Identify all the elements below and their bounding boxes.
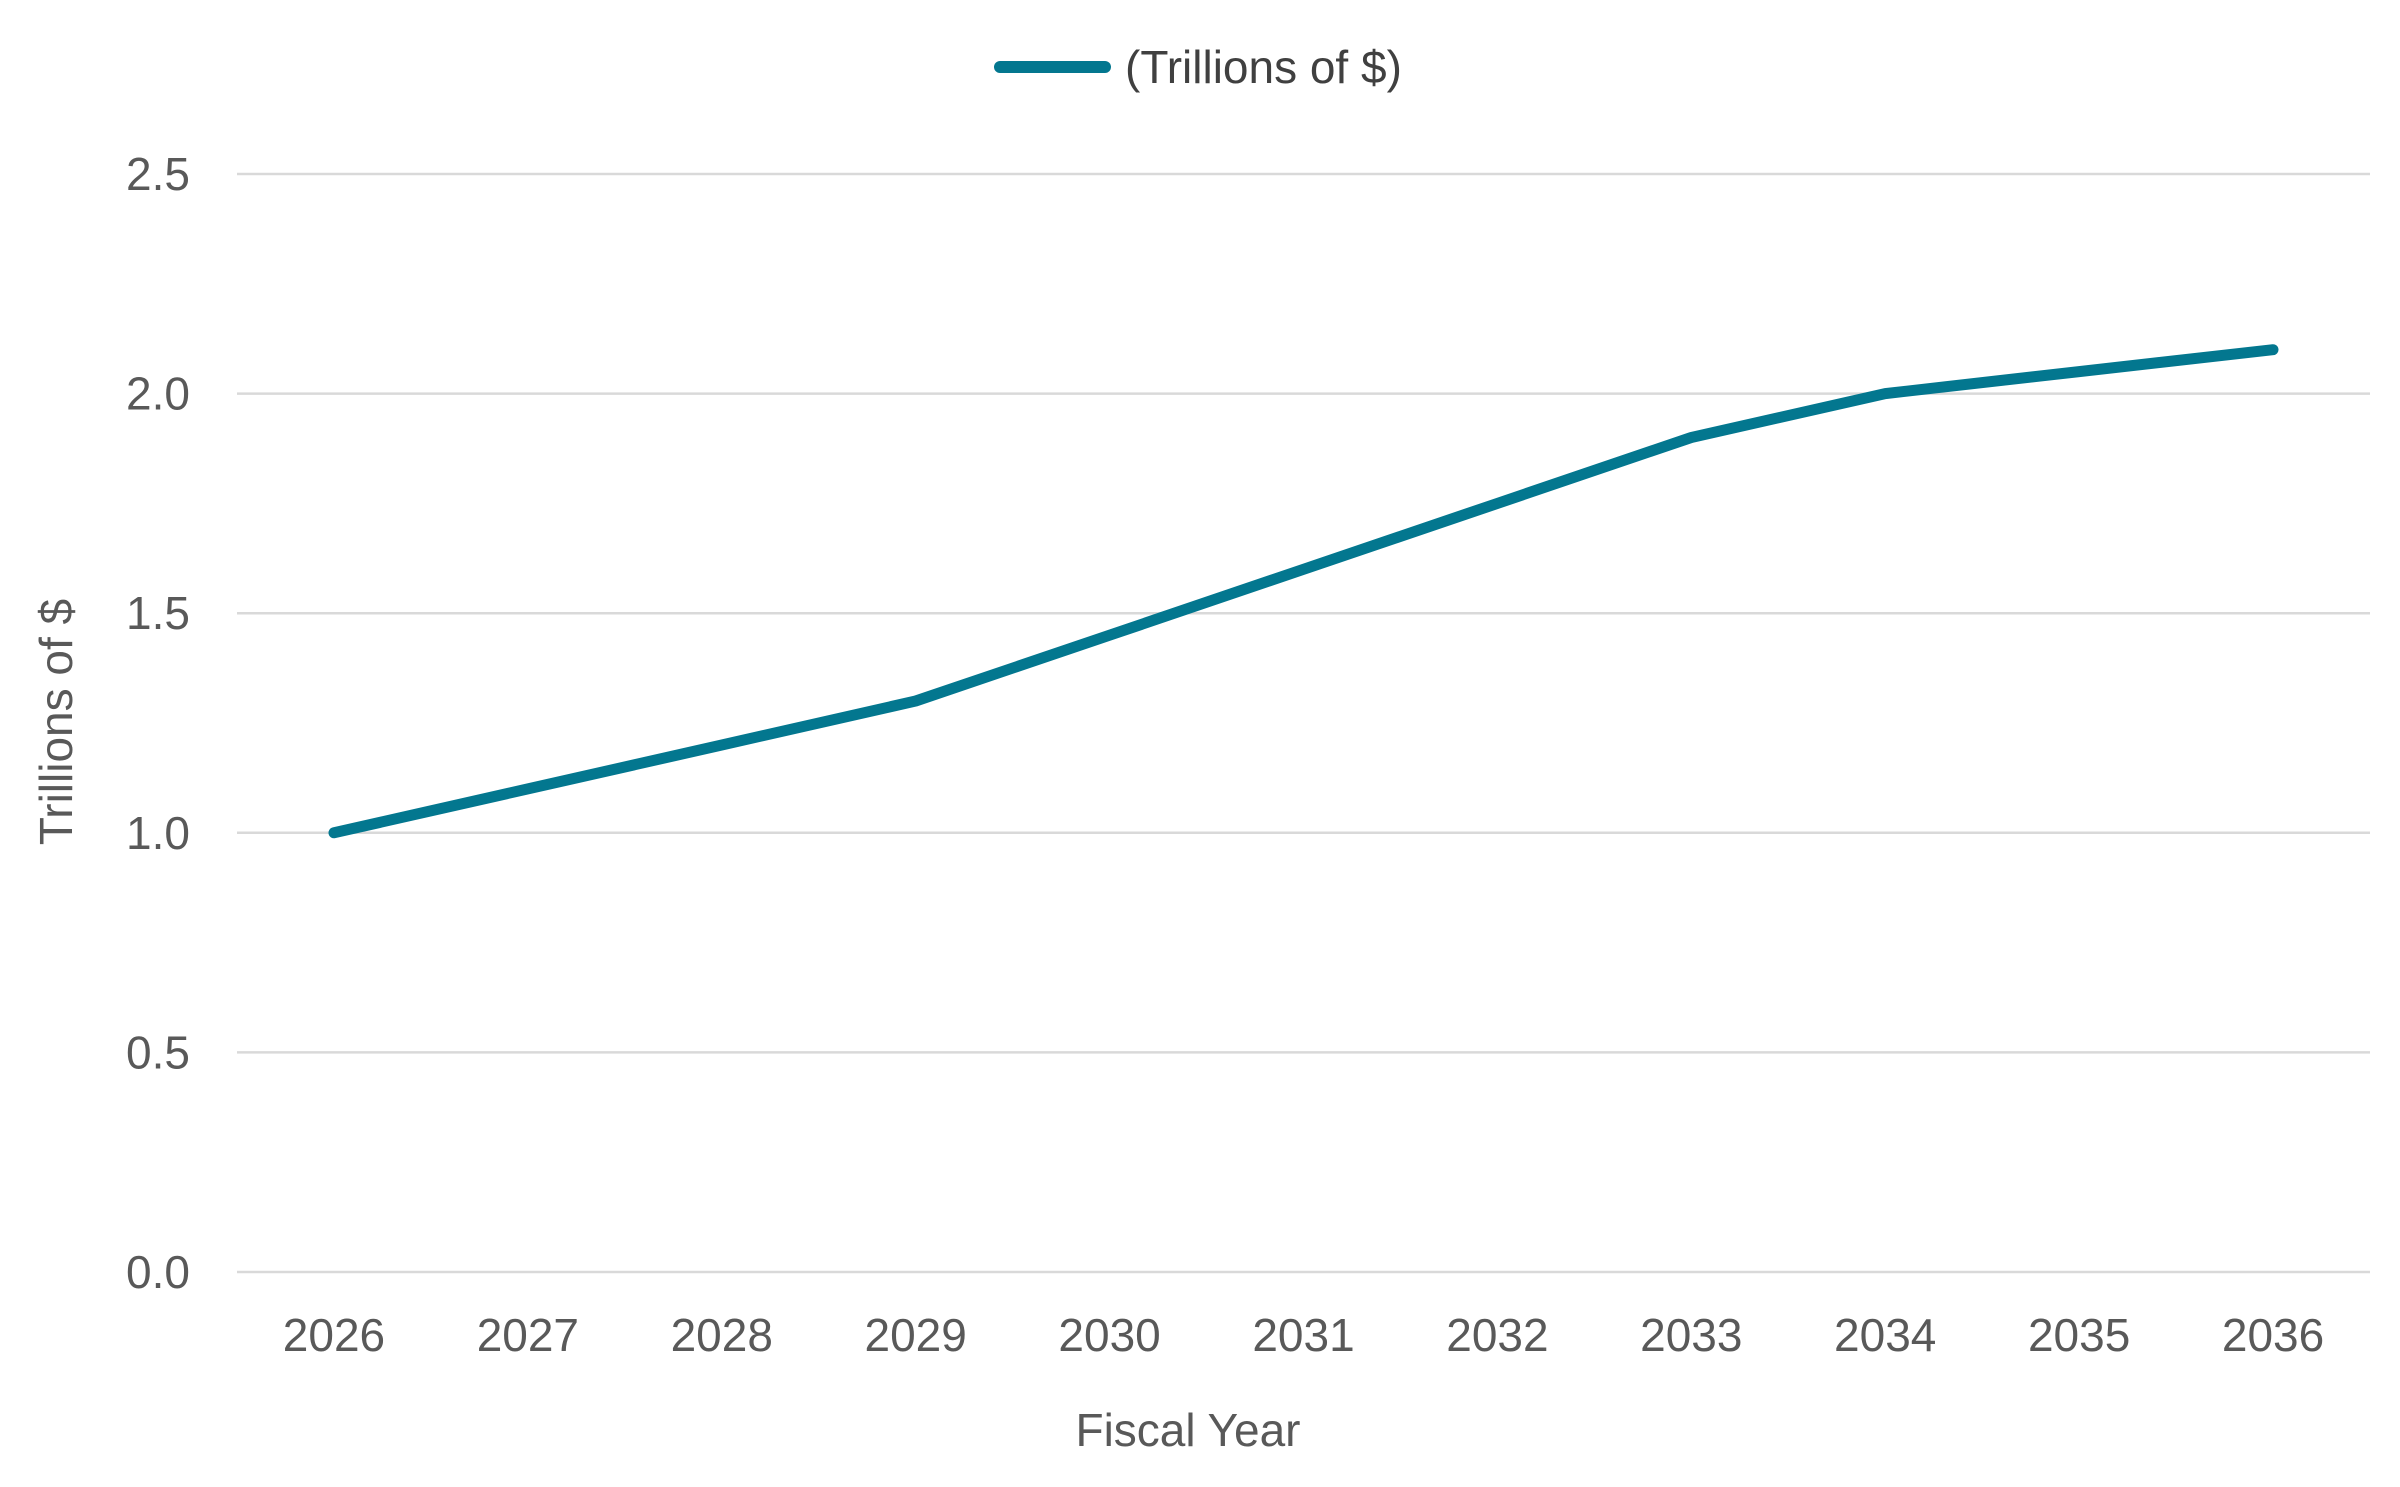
y-tick-label: 2.5 xyxy=(126,148,190,200)
y-axis-title: Trillions of $ xyxy=(30,599,82,845)
x-tick-label: 2026 xyxy=(283,1309,385,1361)
x-tick-label: 2030 xyxy=(1058,1309,1160,1361)
x-tick-label: 2031 xyxy=(1252,1309,1354,1361)
x-tick-label: 2033 xyxy=(1640,1309,1742,1361)
x-axis-title: Fiscal Year xyxy=(1075,1404,1300,1456)
y-axis-tick-labels: 0.0 0.5 1.0 1.5 2.0 2.5 xyxy=(126,148,190,1298)
series-line-0 xyxy=(328,344,2279,839)
x-tick-label: 2027 xyxy=(477,1309,579,1361)
x-tick-label: 2034 xyxy=(1834,1309,1936,1361)
x-tick-label: 2036 xyxy=(2222,1309,2324,1361)
x-tick-label: 2029 xyxy=(865,1309,967,1361)
y-tick-label: 0.0 xyxy=(126,1246,190,1298)
series-lines xyxy=(328,344,2279,839)
y-tick-label: 2.0 xyxy=(126,368,190,420)
y-tick-label: 0.5 xyxy=(126,1026,190,1078)
x-axis-tick-labels: 2026 2027 2028 2029 2030 2031 2032 2033 2034 2035… xyxy=(283,1309,2324,1361)
legend-label-series-0: (Trillions of $) xyxy=(1125,41,1402,93)
x-tick-label: 2032 xyxy=(1446,1309,1548,1361)
y-tick-label: 1.5 xyxy=(126,587,190,639)
legend: (Trillions of $) xyxy=(994,41,1402,93)
y-tick-label: 1.0 xyxy=(126,807,190,859)
x-tick-label: 2035 xyxy=(2028,1309,2130,1361)
gridlines xyxy=(237,172,2370,1274)
x-tick-label: 2028 xyxy=(671,1309,773,1361)
